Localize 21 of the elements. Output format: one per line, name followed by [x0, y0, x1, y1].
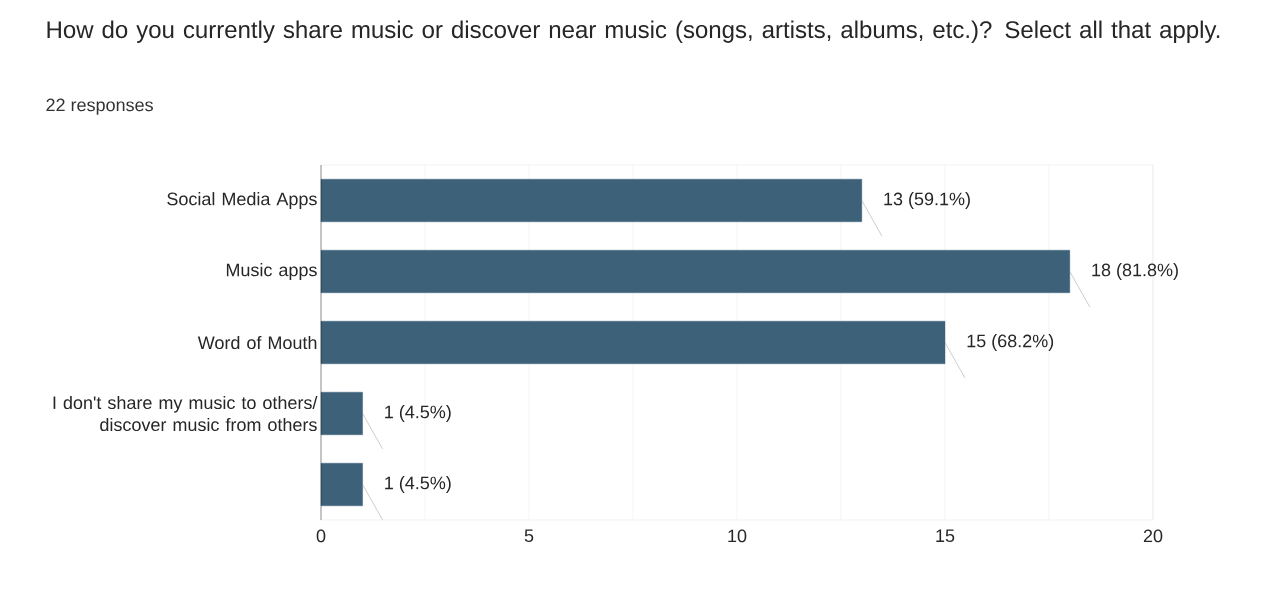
data-label: 1 (4.5%) [385, 476, 451, 493]
data-label: 13 (59.1%) [884, 192, 970, 209]
x-tick-label: 5 [524, 529, 534, 543]
data-label: 1 (4.5%) [385, 405, 451, 422]
y-tick-label: Social Media Apps [167, 192, 317, 209]
bar [320, 391, 363, 435]
bar [320, 179, 862, 222]
y-tick-label: Music apps [226, 263, 317, 280]
bar [320, 250, 1070, 293]
x-tick-label: 10 [728, 529, 747, 543]
x-tick-label: 15 [936, 529, 955, 543]
data-label: 15 (68.2%) [967, 334, 1054, 351]
x-tick-label: 20 [1143, 529, 1163, 543]
chart-title: How do you currently share music or discover near music (songs, artists, albums, etc.)? Select all that apply. [47, 20, 1220, 43]
text: 22 responses [46, 98, 153, 115]
data-label: 18 (81.8%) [1092, 263, 1178, 280]
y-tick-label: I don't share my music to others/ discover music from others [53, 395, 318, 432]
x-tick-label: 0 [316, 529, 326, 543]
y-tick-label: Word of Mouth [197, 335, 317, 350]
bar [320, 462, 363, 506]
bar [320, 321, 946, 364]
